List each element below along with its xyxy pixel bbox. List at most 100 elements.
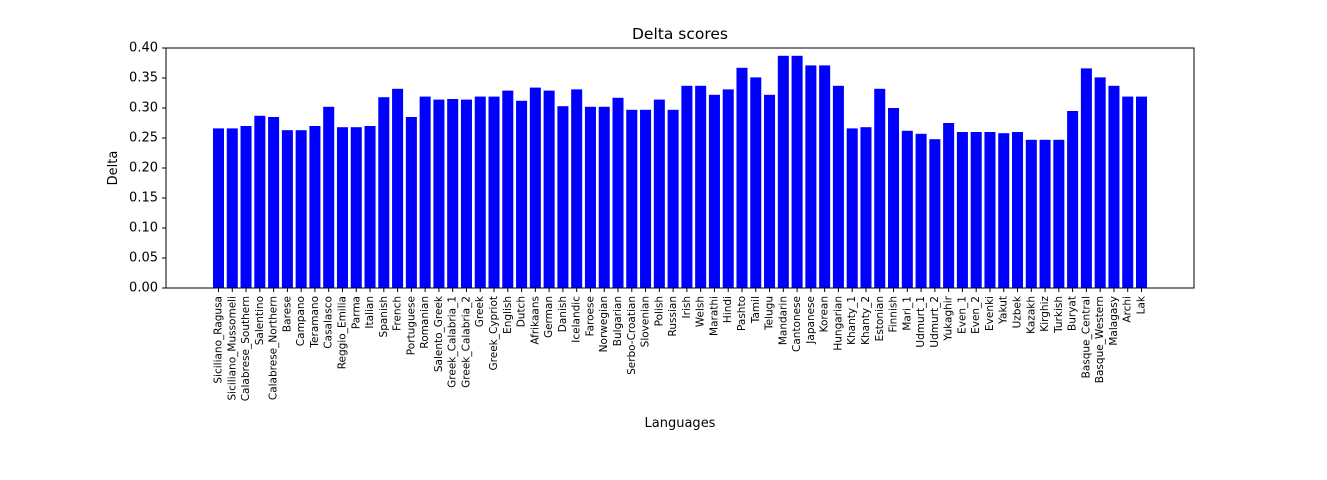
bar-calabrese_northern (268, 117, 280, 288)
y-tick-label: 0.25 (129, 131, 158, 146)
x-tick-label: Malagasy (1108, 296, 1120, 346)
x-tick-label: Teramano (309, 296, 321, 349)
x-tick-label: Udmurt_2 (929, 296, 941, 348)
bar-turkish (1053, 139, 1065, 288)
bar-japanese (805, 65, 817, 289)
bar-faroese (584, 106, 596, 288)
y-axis: 0.00 0.05 0.10 0.15 0.20 0.25 0.30 0.35 0.40 (129, 41, 166, 296)
x-tick-label: Serbo-Croatian (626, 296, 638, 375)
bar-salentino (254, 115, 266, 288)
y-tick-label: 0.00 (129, 281, 158, 296)
y-tick-label: 0.20 (129, 161, 158, 176)
bar-basque_western (1094, 77, 1106, 289)
x-tick-label: Reggio_Emilia (336, 296, 348, 369)
x-tick-label: Japanese (805, 296, 817, 345)
x-axis-label: Languages (645, 416, 716, 431)
bar-evenki (984, 132, 996, 288)
bar-irish (681, 85, 693, 288)
bar-icelandic (571, 89, 583, 289)
bar-casalasco (323, 106, 335, 288)
x-tick-label: Greek_Calabria_2 (460, 296, 472, 388)
bars-group (212, 55, 1148, 289)
x-tick-label: Korean (819, 296, 831, 332)
x-tick-label: Norwegian (598, 296, 610, 352)
bar-cantonese (791, 55, 803, 288)
x-tick-label: Turkish (1053, 296, 1065, 334)
x-tick-label: Greek_Cypriot (488, 296, 500, 370)
bar-hindi (722, 89, 734, 289)
bar-greek_calabria_1 (447, 99, 459, 288)
x-tick-label: Calabrese_Southern (240, 296, 252, 401)
bar-telugu (764, 94, 776, 288)
x-tick-label: Salento_Greek (433, 295, 445, 372)
bar-siciliano_ragusa (212, 128, 225, 288)
x-tick-label: Siciliano_Mussomeli (226, 296, 238, 400)
x-tick-label: Kirghiz (1039, 296, 1051, 332)
bar-campano (295, 130, 307, 288)
bar-barese (281, 130, 293, 288)
x-tick-label: Khanty_2 (860, 296, 872, 345)
x-tick-label: Pashto (736, 296, 748, 331)
bar-uzbek (1012, 132, 1024, 288)
bar-teramano (309, 126, 321, 288)
x-tick-label: Hindi (722, 296, 734, 323)
x-tick-label: Romanian (419, 296, 431, 349)
x-tick-label: Greek (474, 295, 486, 327)
bar-spanish (378, 97, 390, 288)
x-tick-label: Cantonese (791, 296, 803, 352)
bar-lak (1135, 96, 1148, 288)
bar-pashto (736, 67, 748, 288)
x-tick-label: Calabrese_Northern (268, 296, 280, 400)
x-tick-label: Telugu (764, 296, 776, 331)
bar-yukaghir (943, 123, 955, 288)
chart-title: Delta scores (632, 25, 728, 43)
y-tick-label: 0.15 (129, 191, 158, 206)
x-tick-label: Tamil (750, 296, 762, 324)
x-tick-label: Lak (1136, 295, 1148, 314)
bar-salento_greek (433, 99, 445, 288)
x-tick-label: Khanty_1 (846, 296, 858, 345)
x-tick-label: Basque_Western (1094, 296, 1106, 383)
x-tick-label: Dutch (516, 296, 528, 327)
y-tick-label: 0.40 (129, 41, 158, 56)
bar-russian (667, 109, 679, 288)
x-tick-label: Italian (364, 296, 376, 329)
x-tick-label: Bulgarian (612, 296, 624, 346)
bar-norwegian (598, 106, 610, 288)
bar-khanty_1 (846, 128, 858, 288)
x-tick-label: Buryat (1067, 296, 1079, 331)
bar-english (502, 90, 514, 288)
x-tick-label: Archi (1122, 296, 1134, 323)
bar-parma (350, 127, 362, 288)
x-tick-label: Udmurt_1 (915, 296, 927, 348)
bar-polish (653, 99, 665, 288)
x-tick-label: German (543, 296, 555, 338)
bar-siciliano_mussomeli (226, 128, 238, 288)
bar-korean (819, 65, 831, 289)
x-tick-label: Mandarin (777, 296, 789, 345)
bar-estonian (874, 88, 886, 288)
x-tick-label: Russian (667, 296, 679, 336)
bar-malagasy (1108, 85, 1120, 288)
x-tick-label: Greek_Calabria_1 (447, 296, 459, 388)
x-tick-label: Welsh (695, 296, 707, 327)
bar-slovenian (640, 109, 652, 288)
bar-welsh (695, 85, 707, 288)
bar-yakut (998, 133, 1010, 288)
x-tick-label: Hungarian (832, 296, 844, 351)
bar-mari_1 (901, 130, 913, 288)
x-tick-label: Siciliano_Ragusa (213, 296, 225, 384)
x-tick-label: Even_2 (970, 296, 982, 334)
x-tick-label: Salentino (254, 296, 266, 345)
x-tick-label: Slovenian (640, 296, 652, 347)
bar-even_2 (970, 132, 982, 288)
bar-calabrese_southern (240, 126, 252, 288)
x-tick-label: Danish (557, 296, 569, 332)
x-tick-label: Evenki (984, 296, 996, 331)
x-tick-label: Yakut (998, 296, 1010, 325)
x-tick-label: Casalasco (323, 296, 335, 349)
bar-kazakh (1025, 139, 1037, 288)
bar-even_1 (956, 132, 968, 288)
bar-german (543, 90, 555, 288)
